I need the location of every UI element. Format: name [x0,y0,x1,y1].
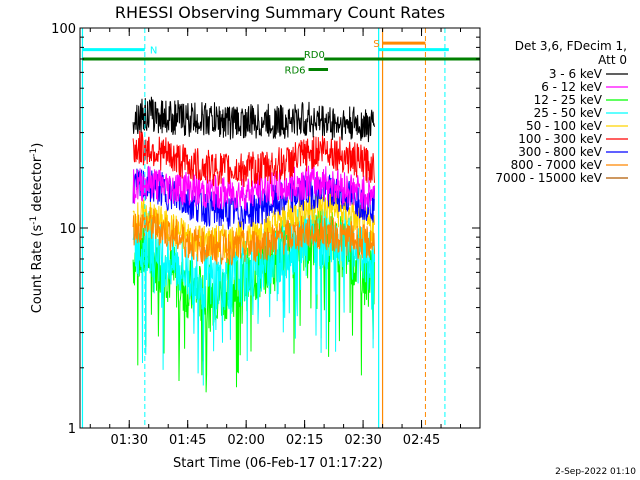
bar-label-rd6: RD6 [285,66,306,77]
footer-timestamp: 2-Sep-2022 01:10 [555,467,636,477]
x-tick-label: 01:30 [111,433,148,448]
legend-label: 50 - 100 keV [526,119,603,133]
y-tick-label: 100 [51,22,76,37]
legend-label: 3 - 6 keV [549,67,603,81]
y-tick-label: 10 [59,222,76,237]
y-axis-label: Count Rate (s-1 detector-1) [29,143,45,314]
legend-label: 100 - 300 keV [518,132,602,146]
axes: 01:30 01:45 02:00 02:15 02:30 02:45 1 10 100 [51,22,481,448]
x-axis-label: Start Time (06-Feb-17 01:17:22) [173,456,383,471]
series-line-800-7000-kev [132,207,375,266]
bar-label-rd0: RD0 [304,50,325,61]
bar-label-s: S [373,39,379,50]
legend-header: Det 3,6, FDecim 1, [515,39,627,53]
bar-label-n: N [150,46,157,57]
legend-header: Att 0 [598,53,627,67]
series-line-100-300-kev [132,130,375,188]
legend-label: 25 - 50 keV [534,106,603,120]
series-line-6-12-kev [132,163,375,211]
x-tick-label: 02:00 [227,433,264,448]
legend-label: 7000 - 15000 keV [495,171,602,185]
legend-label: 6 - 12 keV [541,80,603,94]
x-tick-label: 02:30 [344,433,381,448]
x-tick-label: 02:15 [286,433,323,448]
legend-label: 800 - 7000 keV [511,158,603,172]
legend-label: 300 - 800 keV [518,145,602,159]
x-tick-label: 02:45 [403,433,440,448]
legend-label: 12 - 25 keV [534,93,603,107]
chart-title: RHESSI Observing Summary Count Rates [115,3,445,22]
x-tick-label: 01:45 [169,433,206,448]
series-line-50-100-kev [132,190,375,260]
series-line-3-6-kev [132,96,375,143]
y-tick-label: 1 [68,422,76,437]
